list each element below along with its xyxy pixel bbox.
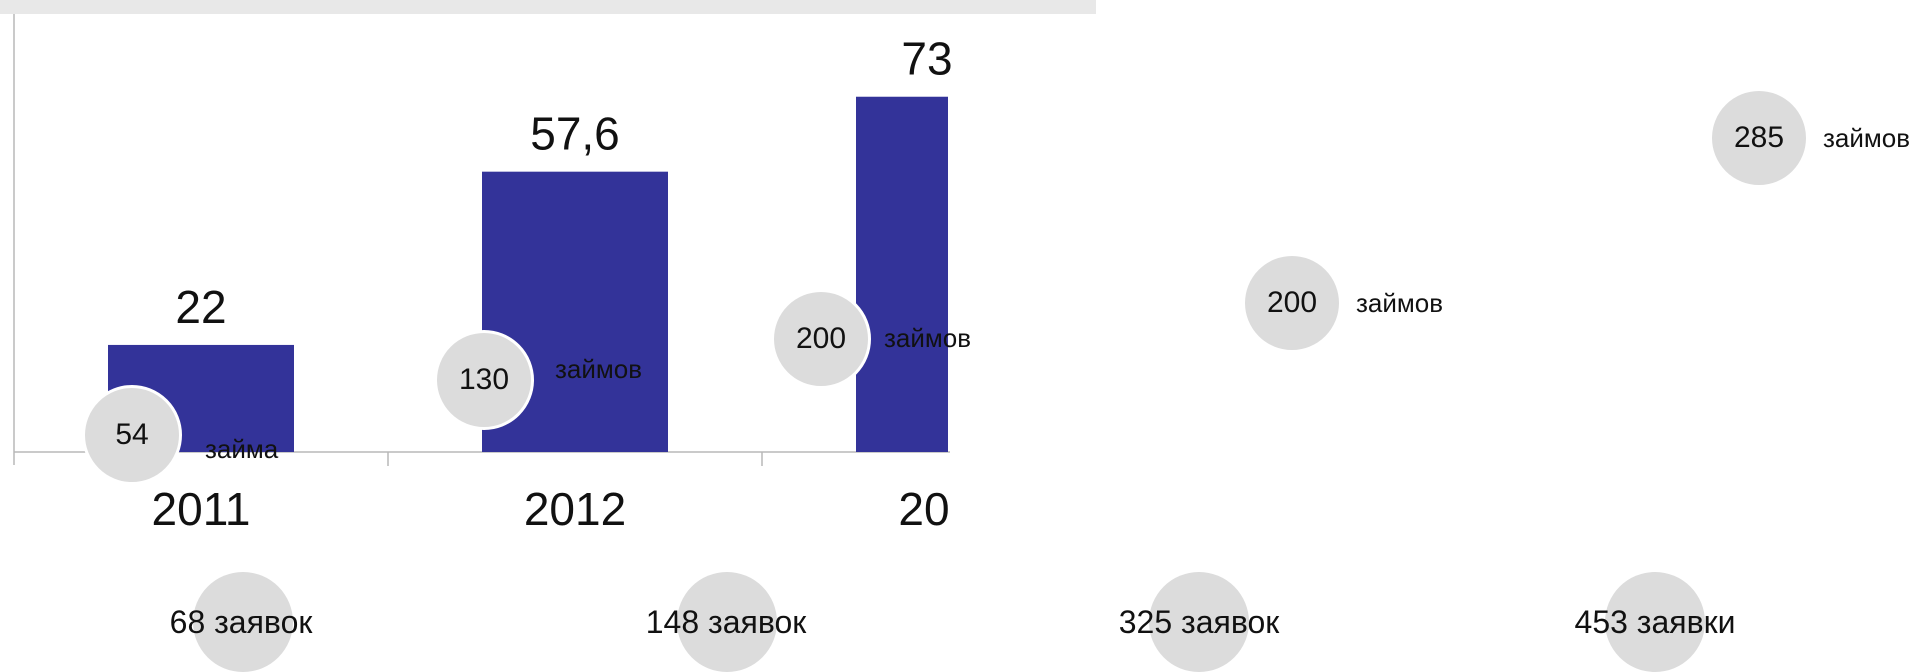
application-count: 453 заявки: [1574, 604, 1736, 640]
bar-value-label: 22: [175, 281, 226, 333]
loan-word: займов: [884, 323, 972, 353]
x-tick-label: 2012: [524, 483, 626, 535]
loan-bubble: 200: [771, 289, 871, 389]
bar-value-label: 57,6: [530, 108, 620, 160]
application-circle: [1149, 572, 1249, 672]
x-tick-label: 20: [898, 483, 949, 535]
application-circle: [1605, 572, 1705, 672]
loan-count: 130: [458, 363, 510, 396]
loan-bubble: 200: [1242, 253, 1342, 353]
loan-count: 200: [1266, 286, 1318, 319]
loan-count: 200: [795, 322, 847, 355]
loan-count: 285: [1733, 121, 1785, 154]
loan-bubble: 130: [434, 330, 534, 430]
x-tick-label: 2011: [152, 483, 251, 535]
loan-count: 54: [115, 418, 149, 451]
application-count: 148 заявок: [645, 604, 807, 640]
application-circle: [677, 572, 777, 672]
loan-word: займов: [1823, 123, 1911, 153]
application-count: 325 заявок: [1118, 604, 1280, 640]
loan-word: займов: [555, 354, 643, 384]
loan-bubble: 54: [82, 385, 182, 485]
application-count: 68 заявок: [169, 604, 313, 640]
top-band: [0, 0, 1096, 14]
loan-bubble: 285: [1709, 88, 1809, 188]
loan-word: займа: [205, 434, 279, 464]
bar-value-label: 73: [901, 33, 952, 85]
loan-word: займов: [1356, 288, 1444, 318]
bar: [856, 96, 948, 452]
application-circle: [193, 572, 293, 672]
